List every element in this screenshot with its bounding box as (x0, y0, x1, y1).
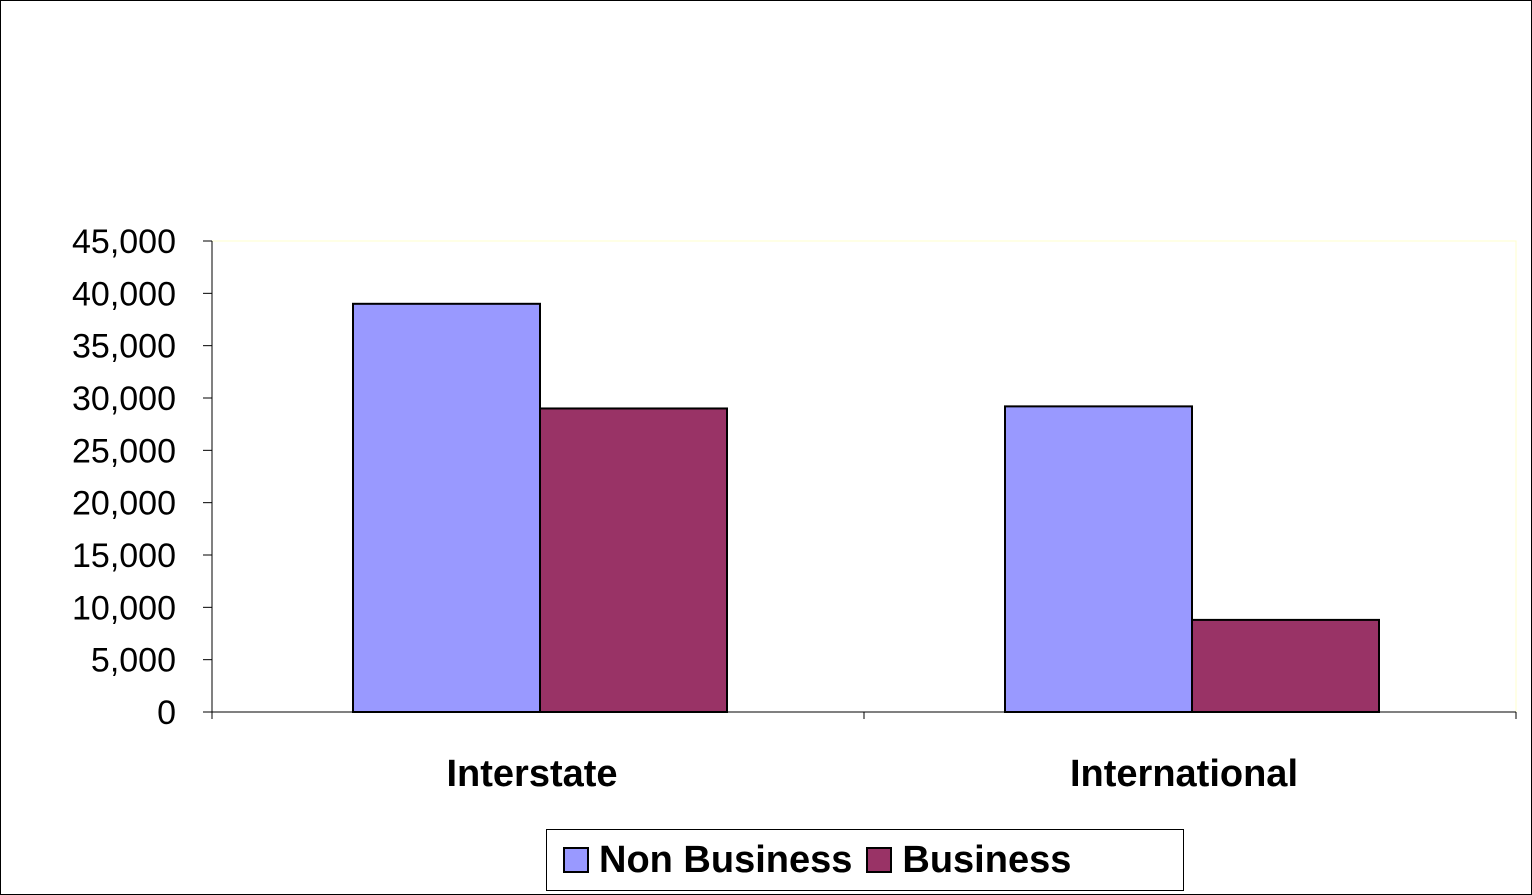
bar-non-business-international (1004, 405, 1193, 713)
y-tick-label: 30,000 (72, 380, 176, 418)
legend: Non Business Business (546, 829, 1184, 891)
bar-business-interstate (539, 407, 728, 713)
legend-label-non-business: Non Business (599, 838, 853, 881)
legend-swatch-business (866, 847, 893, 873)
legend-item-non-business: Non Business (563, 839, 852, 882)
legend-label-business: Business (902, 838, 1072, 881)
x-tick-label-interstate: Interstate (446, 753, 617, 795)
y-tick-label: 5,000 (91, 642, 176, 680)
y-tick-label: 35,000 (72, 328, 176, 366)
y-tick-label: 10,000 (72, 589, 176, 627)
y-tick-label: 20,000 (72, 485, 176, 523)
y-tick-label: 45,000 (72, 223, 176, 261)
y-tick-label: 0 (157, 694, 176, 732)
y-tick-label: 40,000 (72, 275, 176, 313)
bar-non-business-interstate (352, 302, 541, 713)
axes-layer (203, 240, 1517, 719)
y-tick-label: 25,000 (72, 432, 176, 470)
legend-swatch-non-business (563, 847, 589, 873)
bars-layer (352, 302, 1380, 713)
labels-layer: Interstate International 0 5,000 10,000 15,00… (72, 223, 1298, 795)
y-tick-label: 15,000 (72, 537, 176, 575)
legend-item-business: Business (866, 839, 1071, 882)
bar-business-international (1191, 618, 1380, 713)
x-tick-label-international: International (1070, 753, 1298, 795)
